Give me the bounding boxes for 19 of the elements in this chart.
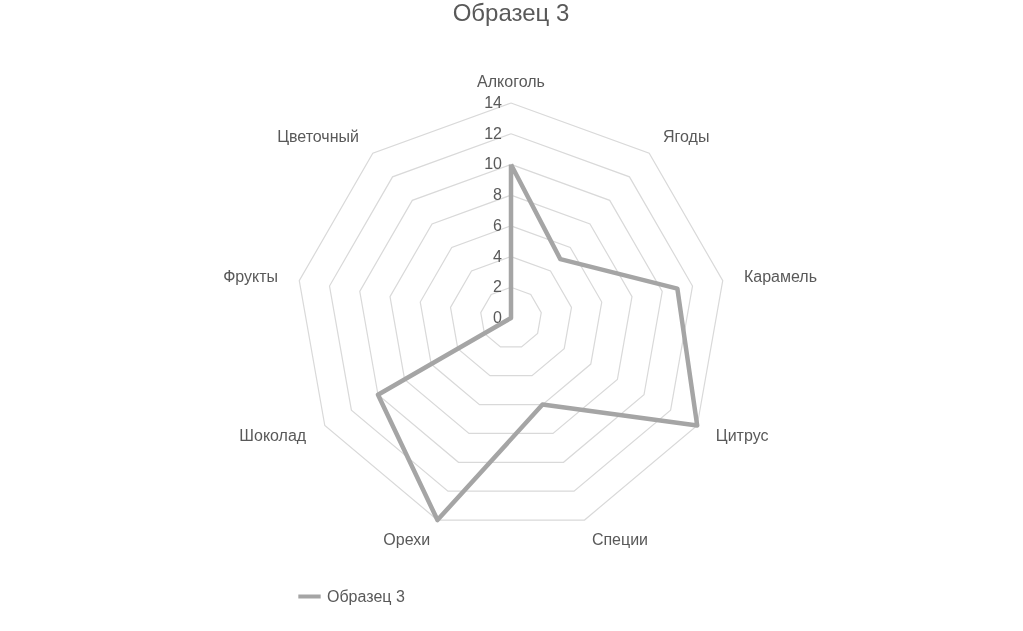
spoke-label: Фрукты	[223, 267, 279, 285]
y-tick-label: 2	[493, 278, 503, 296]
spoke-label: Ягоды	[663, 127, 710, 145]
y-tick-label: 4	[493, 247, 503, 265]
y-tick-label: 12	[484, 124, 503, 142]
y-tick-label: 6	[493, 216, 503, 234]
spoke-label: Карамель	[743, 267, 817, 285]
y-tick-label: 14	[484, 94, 503, 111]
spoke-label: Специи	[591, 531, 649, 549]
y-tick-label: 8	[493, 186, 503, 204]
y-tick-label: 0	[493, 309, 503, 326]
spoke-label: Алкоголь	[477, 72, 545, 90]
spoke-label: Цитрус	[715, 427, 769, 445]
spoke-label: Шоколад	[239, 427, 307, 445]
spoke-label: Цветочный	[277, 127, 359, 145]
y-tick-label: 10	[484, 155, 503, 173]
legend-label: Образец 3	[327, 587, 405, 605]
chart-title: Образец 3	[452, 0, 570, 26]
spoke-label: Орехи	[383, 531, 431, 549]
